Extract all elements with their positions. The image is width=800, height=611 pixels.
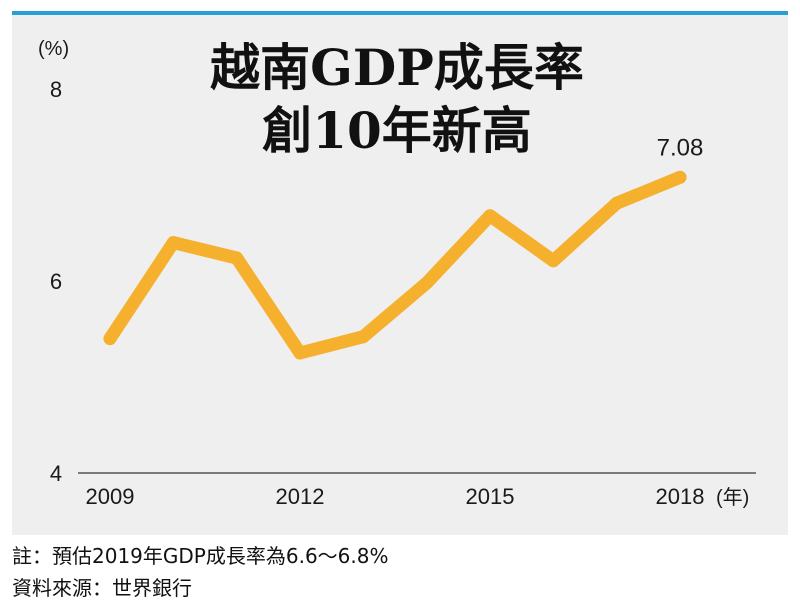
data-point-2018 bbox=[673, 170, 687, 184]
x-tick-label: 2018 bbox=[656, 484, 705, 509]
x-tick-label: 2009 bbox=[86, 484, 135, 509]
chart-title-line-1: 越南GDP成長率 bbox=[210, 38, 584, 97]
data-point-2013 bbox=[356, 330, 370, 344]
y-tick-label: 6 bbox=[50, 269, 62, 294]
data-point-2017 bbox=[610, 196, 624, 210]
line-chart: (%) 4 6 8 2009 2012 2015 2018 (年) 7.08 越南GDP成… bbox=[38, 38, 756, 509]
y-tick-label: 8 bbox=[50, 77, 62, 102]
x-tick-label: 2015 bbox=[466, 484, 515, 509]
data-point-2016 bbox=[546, 254, 560, 268]
footnote: 註：預估2019年GDP成長率為6.6～6.8% 資料來源：世界銀行 bbox=[12, 540, 388, 604]
y-unit-label: (%) bbox=[38, 38, 69, 60]
footnote-source: 資料來源：世界銀行 bbox=[12, 576, 192, 600]
gdp-growth-line bbox=[103, 170, 687, 360]
data-label-2018: 7.08 bbox=[657, 134, 704, 161]
chart-panel: (%) 4 6 8 2009 2012 2015 2018 (年) 7.08 越南GDP成… bbox=[12, 15, 788, 535]
x-unit-label: (年) bbox=[716, 486, 749, 509]
data-point-2009 bbox=[103, 332, 117, 346]
data-point-2015 bbox=[483, 209, 497, 223]
data-point-2014 bbox=[420, 276, 434, 290]
top-accent-bar bbox=[12, 11, 788, 15]
data-point-2012 bbox=[293, 346, 307, 360]
data-point-2010 bbox=[166, 236, 180, 250]
chart-title-line-2: 創10年新高 bbox=[262, 101, 532, 160]
y-tick-label: 4 bbox=[50, 461, 62, 486]
x-tick-label: 2012 bbox=[276, 484, 325, 509]
data-point-2011 bbox=[230, 251, 244, 265]
footnote-note: 註：預估2019年GDP成長率為6.6～6.8% bbox=[12, 544, 389, 568]
